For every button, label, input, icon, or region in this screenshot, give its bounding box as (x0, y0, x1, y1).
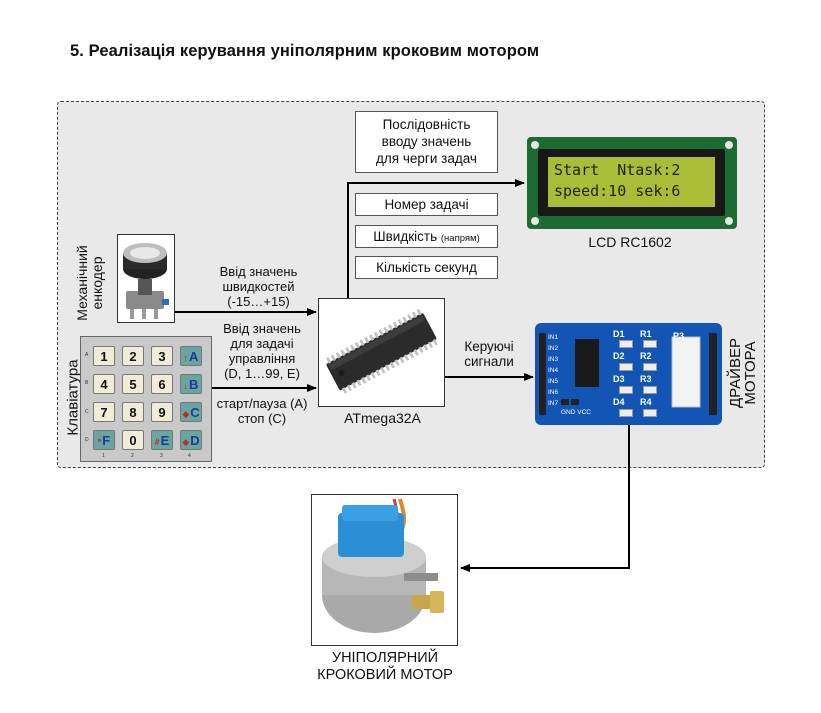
connector-label: P3 (673, 331, 685, 341)
dip-chip-icon (326, 309, 438, 394)
motor-caption: УНІПОЛЯРНИЙ КРОКОВИЙ МОТОР (317, 650, 453, 683)
driver-pin-in1: IN1 (548, 334, 559, 341)
resistor-label-2: R2 (640, 351, 652, 361)
diode-label-4: D4 (613, 397, 625, 407)
driver-parts (539, 333, 717, 415)
lcd-screen: Start Ntask:2 speed:10 sek:6 (548, 157, 715, 207)
keypad-key-5[interactable]: 5 (122, 374, 144, 394)
driver-arrow-label: Керуючі сигнали (464, 339, 514, 369)
lcd-line-1: Start Ntask:2 (554, 161, 681, 179)
gnd-vcc-label: GND VCC (561, 409, 591, 416)
keypad-key-4[interactable]: 4 (93, 374, 115, 394)
driver-pin-in4: IN4 (548, 367, 559, 374)
keypad-control-label: старт/пауза (A) стоп (C) (216, 396, 308, 426)
sequence-note-line2: вводу значень (381, 134, 472, 149)
driver-pin-in2: IN2 (548, 345, 559, 352)
diode-label-1: D1 (613, 329, 625, 339)
driver-pin-in3: IN3 (548, 356, 559, 363)
keypad-key-7[interactable]: 7 (93, 402, 115, 422)
diode-label-3: D3 (613, 374, 625, 384)
driver-pin-in5: IN5 (548, 378, 559, 385)
keypad-key-C[interactable]: ◆C (180, 402, 202, 422)
speed-note: Швидкість (напрям) (355, 225, 498, 248)
keypad-key-6[interactable]: 6 (151, 374, 173, 394)
lcd-line-2: speed:10 sek:6 (554, 182, 681, 200)
keypad-caption: Клавіатура (64, 359, 82, 436)
keypad: A B C D 1 2 3 4 1 2 3 ↑A 4 5 6 ↓B 7 8 9 ◆C *F 0 #E ◆D (80, 336, 212, 462)
section-heading: 5. Реалізація керування уніполярним крок… (70, 42, 540, 60)
lcd-caption: LCD RC1602 (588, 234, 672, 250)
motor-image (311, 494, 458, 646)
motor-arrow (460, 424, 630, 572)
mcu-caption: ATmega32A (344, 410, 421, 426)
keypad-key-9[interactable]: 9 (151, 402, 173, 422)
mcu-image (318, 298, 445, 407)
keypad-key-F[interactable]: *F (93, 430, 115, 450)
task-number-note: Номер задачі (355, 193, 498, 216)
keypad-key-E[interactable]: #E (151, 430, 173, 450)
keypad-key-2[interactable]: 2 (122, 346, 144, 366)
keypad-key-8[interactable]: 8 (122, 402, 144, 422)
resistor-label-4: R4 (640, 397, 652, 407)
rotary-encoder-icon (123, 243, 169, 319)
diode-label-2: D2 (613, 351, 625, 361)
encoder-arrow-label: Ввід значень швидкостей (-15…+15) (219, 264, 298, 309)
driver-caption: ДРАЙВЕР МОТОРА (727, 338, 759, 408)
resistor-label-3: R3 (640, 374, 652, 384)
encoder-image (117, 234, 175, 323)
stepper-motor-icon (322, 498, 444, 633)
keypad-key-1[interactable]: 1 (93, 346, 115, 366)
keypad-key-D[interactable]: ◆D (180, 430, 202, 450)
keypad-key-0[interactable]: 0 (122, 430, 144, 450)
keypad-key-B[interactable]: ↓B (180, 374, 202, 394)
keypad-task-label: Ввід значень для задачі управління (D, 1… (223, 321, 301, 381)
sequence-note: Послідовність вводу значень для черги за… (355, 111, 498, 173)
driver-pin-in6: IN6 (548, 389, 559, 396)
sequence-note-line1: Послідовність (382, 117, 471, 132)
driver-board: IN1 IN2 IN3 IN4 IN5 IN6 IN7 D1 D2 D3 D4 R1 R2 … (535, 323, 722, 425)
resistor-label-1: R1 (640, 329, 652, 339)
lcd-mount-holes (531, 141, 733, 225)
keypad-key-3[interactable]: 3 (151, 346, 173, 366)
sequence-note-line3: для черги задач (376, 151, 477, 166)
driver-pin-in7: IN7 (548, 400, 559, 407)
keypad-key-A[interactable]: ↑A (180, 346, 202, 366)
seconds-note: Кількість секунд (355, 256, 498, 279)
encoder-caption: Механічний енкодер (74, 245, 105, 321)
lcd-arrow (347, 179, 525, 298)
